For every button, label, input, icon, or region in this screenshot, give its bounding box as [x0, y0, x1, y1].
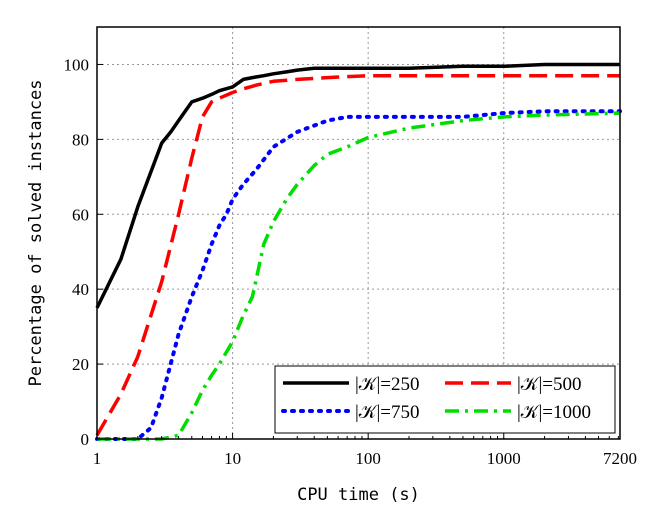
y-tick-label: 80 [72, 130, 89, 149]
y-tick-label: 100 [64, 55, 90, 74]
y-tick-label: 20 [72, 355, 89, 374]
legend-label-3: |𝒦|=750 [355, 402, 419, 423]
series-layer [95, 62, 622, 441]
legend: |𝒦|=250 |𝒦|=500 |𝒦|=750 |𝒦|=1000 [274, 365, 616, 434]
legend-label-2: |𝒦|=500 [517, 374, 581, 395]
x-tick-label: 7200 [603, 449, 637, 468]
y-tick-label: 0 [81, 430, 90, 449]
series-line-2 [95, 73, 620, 437]
legend-box [274, 365, 616, 434]
series-line-4 [97, 111, 621, 441]
x-tick-label: 10 [224, 449, 241, 468]
legend-label-4: |𝒦|=1000 [517, 402, 591, 423]
x-tick-label: 1 [93, 449, 102, 468]
x-axis-label: CPU time (s) [297, 485, 420, 505]
x-tick-label: 1000 [487, 449, 521, 468]
plot-frame [96, 26, 621, 440]
axis-ticks: 1 10 100 1000 7200 0 20 40 60 80 100 [64, 55, 638, 468]
y-tick-label: 60 [72, 205, 89, 224]
x-tick-label: 100 [355, 449, 381, 468]
series-line-3 [95, 109, 622, 441]
y-tick-label: 40 [72, 280, 89, 299]
series-line-1 [95, 62, 620, 309]
legend-label-1: |𝒦|=250 [355, 374, 419, 395]
y-axis-label: Percentage of solved instances [26, 79, 46, 386]
